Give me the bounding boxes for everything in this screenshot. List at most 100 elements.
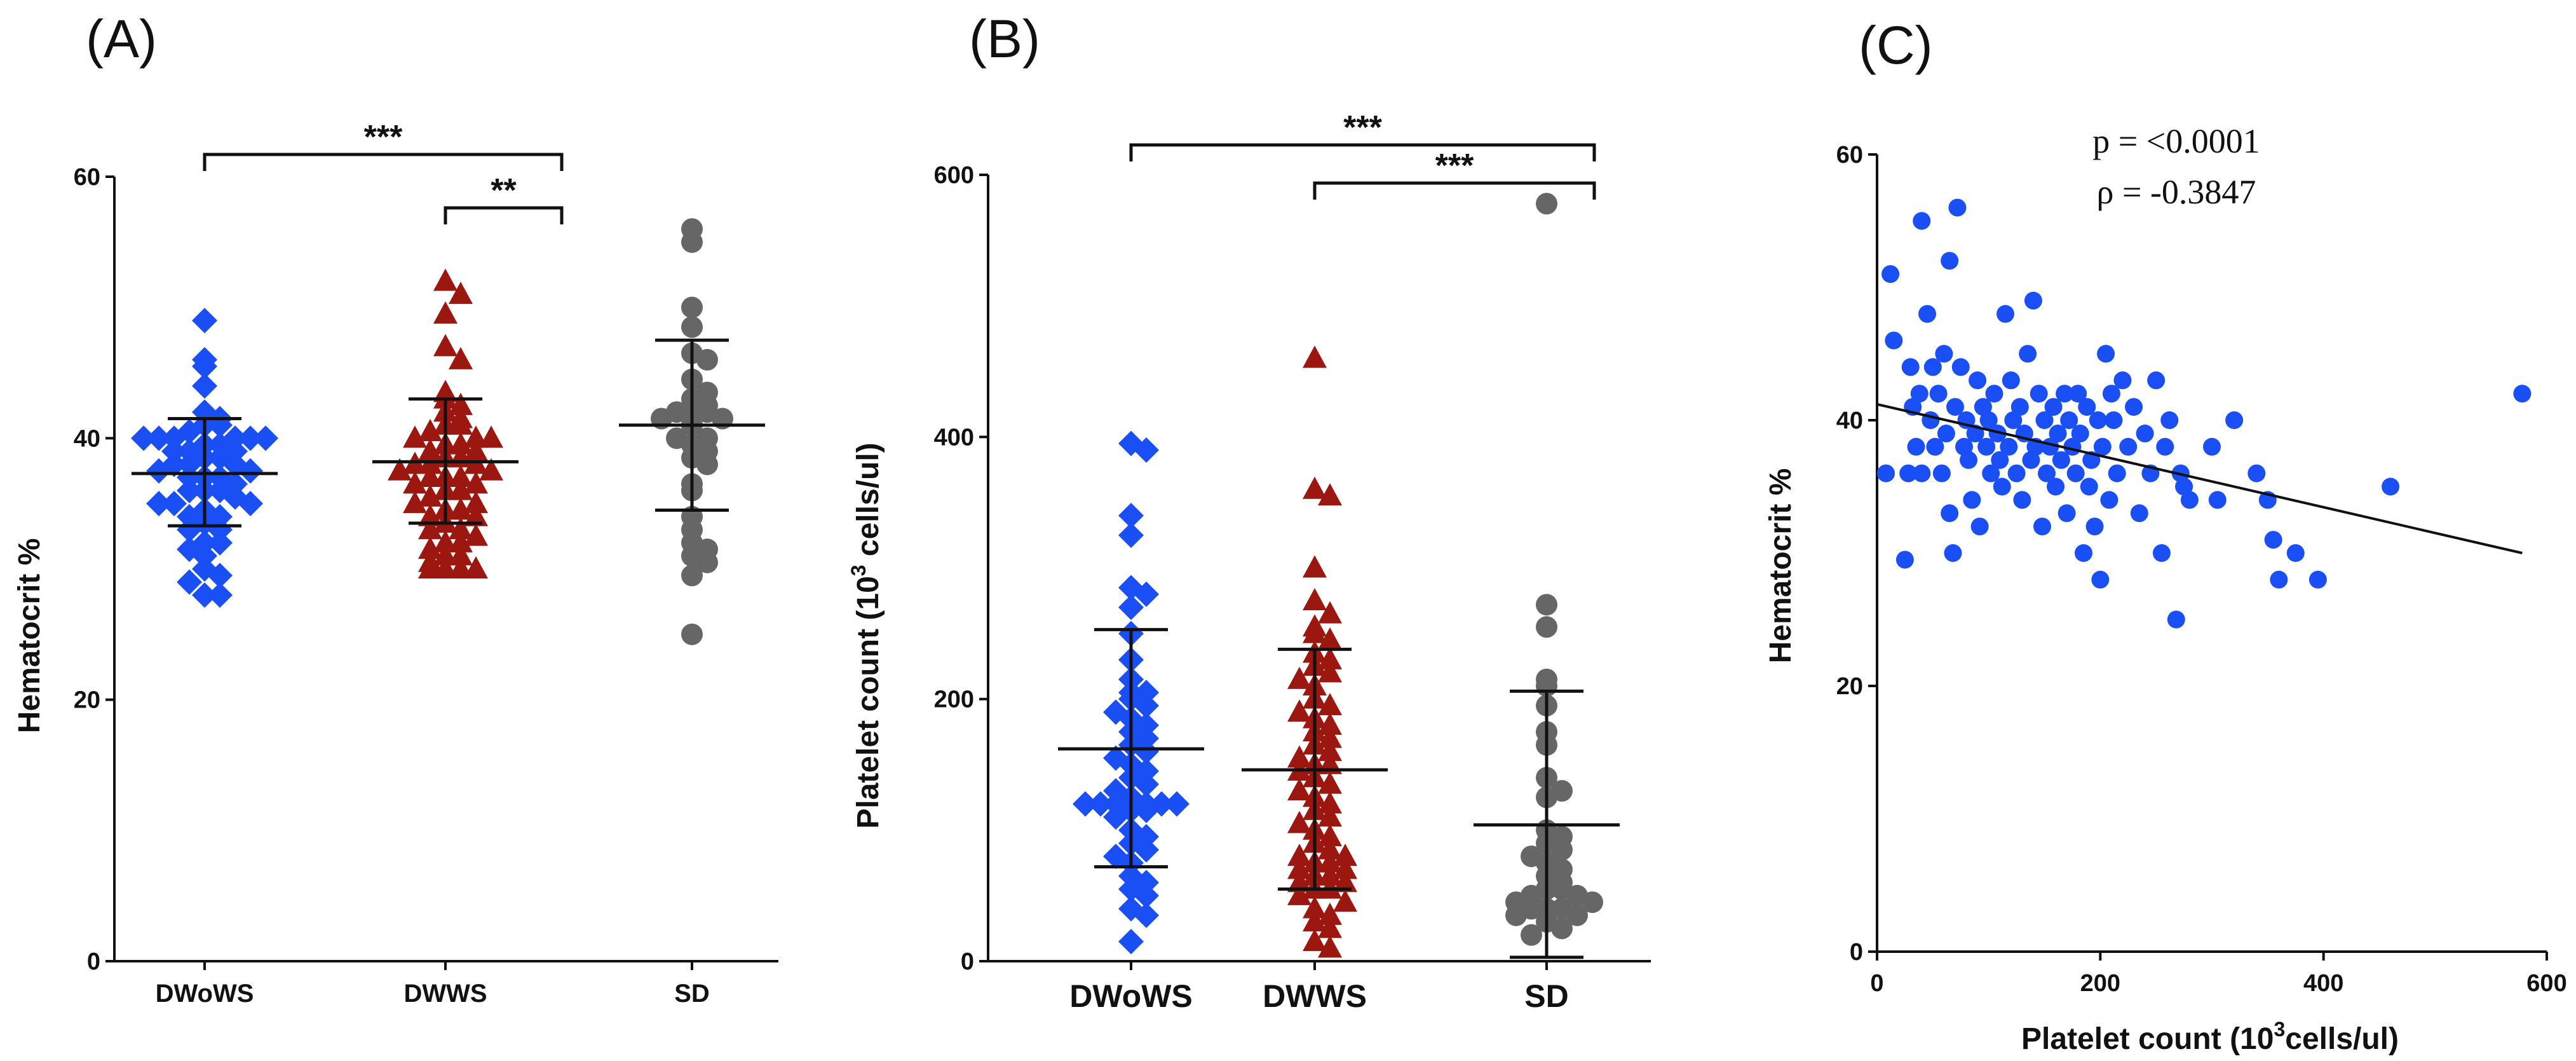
data-point-dwws xyxy=(1318,850,1342,873)
data-point-dwws xyxy=(1318,863,1342,886)
scatter-point xyxy=(1895,551,1914,569)
data-point-dwws xyxy=(1333,844,1357,866)
x-tick-label: 400 xyxy=(2303,970,2343,997)
scatter-point xyxy=(2167,610,2185,629)
data-point-dwws xyxy=(418,556,442,578)
scatter-point xyxy=(1941,252,1959,270)
scatter-point xyxy=(2010,398,2029,416)
significance-bracket xyxy=(1313,181,1596,200)
y-tick-label: 0 xyxy=(87,948,100,975)
data-point-dwws xyxy=(449,432,473,455)
data-point-sd xyxy=(1551,917,1573,940)
scatter-point xyxy=(1960,451,1978,469)
data-point-dwws xyxy=(1333,856,1357,879)
scatter-point xyxy=(1877,464,1895,483)
scatter-point xyxy=(1970,517,1989,536)
data-point-dwws xyxy=(464,503,488,526)
scatter-point xyxy=(1951,358,1970,376)
scatter-point xyxy=(1913,464,1931,483)
rho-value: ρ = -0.3847 xyxy=(2097,173,2256,211)
data-point-dwws xyxy=(418,484,442,507)
scatter-point xyxy=(1944,544,1962,562)
scatter-point xyxy=(2119,437,2138,456)
data-point-dwws xyxy=(433,334,458,357)
data-point-dwws xyxy=(418,438,442,461)
scatter-point xyxy=(1982,464,2000,483)
significance-bracket xyxy=(1129,143,1596,161)
regression-line xyxy=(1876,402,2523,554)
data-point-dwows xyxy=(192,308,217,334)
data-point-dwws xyxy=(449,392,473,415)
scatter-point xyxy=(2091,570,2110,589)
panel-b: (B) Platelet count (103 cells/ul) 0 200 40… xyxy=(847,9,1651,1014)
significance-label: *** xyxy=(1343,109,1382,146)
data-point-dwws xyxy=(1287,811,1312,833)
data-point-sd xyxy=(1551,839,1573,861)
scatter-point xyxy=(2156,437,2174,456)
data-point-dwws xyxy=(449,497,473,520)
data-point-dwws xyxy=(418,503,442,526)
data-point-dwws xyxy=(449,477,473,500)
scatter-point xyxy=(2125,398,2143,416)
panel-b-ylabel: Platelet count (103 cells/ul) xyxy=(847,442,885,828)
data-point-dwows xyxy=(1103,804,1129,830)
scatter-point xyxy=(2038,464,2056,483)
x-tick-label: DWWS xyxy=(403,980,487,1008)
data-point-dwows xyxy=(207,530,233,556)
data-point-dwows xyxy=(1118,522,1144,548)
data-point-dwws xyxy=(1318,771,1342,794)
data-point-dwws xyxy=(388,458,412,481)
scatter-point xyxy=(1935,345,1953,363)
y-tick-label: 200 xyxy=(934,687,974,713)
data-point-dwws xyxy=(1318,902,1342,925)
scatter-point xyxy=(2180,491,2199,509)
data-point-dwows xyxy=(161,425,187,451)
scatter-point xyxy=(1969,371,1987,390)
data-point-dwws xyxy=(1318,935,1342,958)
data-point-sd xyxy=(1582,891,1603,914)
data-point-dwws xyxy=(418,517,442,540)
data-point-dwws xyxy=(1318,824,1342,847)
data-point-dwws xyxy=(449,465,473,488)
x-tick-label: DWoWS xyxy=(156,980,254,1008)
data-point-dwws xyxy=(1318,739,1342,762)
panel-a-marks xyxy=(131,218,765,645)
data-point-dwws xyxy=(418,419,442,442)
data-point-dwows xyxy=(1118,929,1144,955)
data-point-dwws xyxy=(449,543,473,566)
data-point-dwws xyxy=(1318,712,1342,735)
data-point-dwws xyxy=(1303,345,1327,368)
panel-b-marks xyxy=(1058,193,1620,959)
data-point-dwows xyxy=(1073,791,1098,817)
data-point-dwws xyxy=(418,465,442,488)
data-point-dwows xyxy=(207,582,233,608)
scatter-point xyxy=(1910,385,1929,403)
data-point-dwws xyxy=(1333,889,1357,912)
scatter-point xyxy=(1941,504,1959,523)
data-point-dwows xyxy=(1134,692,1159,718)
data-point-dwows xyxy=(192,543,217,569)
y-tick-label: 60 xyxy=(74,164,100,191)
panel-a-axes: 0 20 40 60 DWoWS DWWS SD xyxy=(74,164,778,1008)
scatter-point xyxy=(2113,371,2132,390)
scatter-point xyxy=(2071,424,2089,442)
data-point-dwws xyxy=(1287,666,1312,689)
scatter-point xyxy=(2035,411,2054,429)
data-point-dwows xyxy=(177,451,202,477)
scatter-point xyxy=(2044,398,2063,416)
data-point-dwws xyxy=(1318,791,1342,814)
scatter-point xyxy=(2097,345,2115,363)
panel-c: (C) Hematocrit % Platelet count (103cell… xyxy=(1764,15,2567,1056)
data-point-dwws xyxy=(1318,915,1342,938)
data-point-dwws xyxy=(1318,647,1342,669)
data-point-dwws xyxy=(449,346,473,369)
data-point-dwows xyxy=(238,491,263,517)
data-point-dwws xyxy=(1318,692,1342,715)
scatter-point xyxy=(1881,265,1900,284)
y-tick-label: 400 xyxy=(934,424,974,451)
significance-bracket xyxy=(444,206,564,224)
data-point-dwws xyxy=(449,556,473,578)
data-point-dwows xyxy=(1088,791,1113,817)
data-point-dwws xyxy=(1318,483,1342,506)
